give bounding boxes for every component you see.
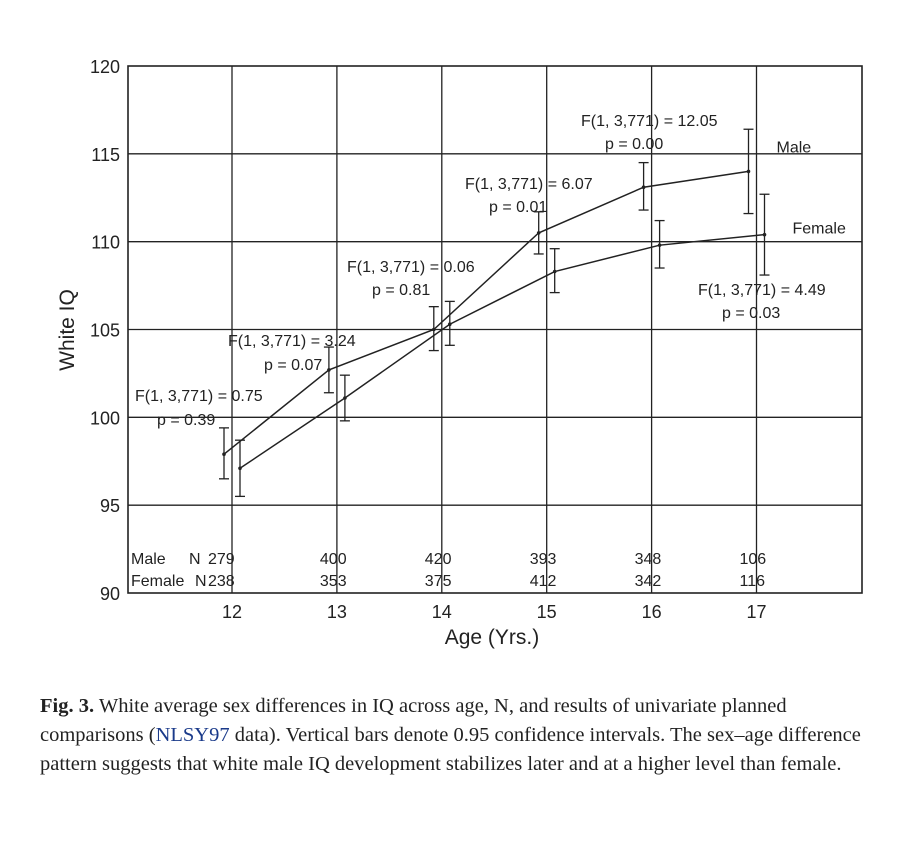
y-tick-label: 110 — [91, 233, 120, 253]
series-label-female: Female — [793, 221, 846, 238]
n-table-female-count: 238 — [208, 573, 235, 590]
n-table-female-count: 375 — [425, 573, 452, 590]
grid — [128, 66, 862, 593]
series-line-male — [223, 170, 749, 455]
n-table-female-count: 342 — [635, 573, 662, 590]
annotations: F(1, 3,771) = 0.75 p = 0.39 F(1, 3,771) = … — [135, 113, 826, 429]
n-table-n-label: N — [189, 551, 201, 568]
f-statistic-label: F(1, 3,771) = 4.49 — [698, 282, 826, 299]
data-point — [746, 169, 751, 174]
p-value-label: p = 0.01 — [489, 199, 547, 216]
x-axis-label: Age (Yrs.) — [445, 626, 540, 649]
data-point — [448, 322, 452, 327]
p-value-label: p = 0.07 — [264, 357, 322, 374]
data-point — [327, 368, 331, 372]
n-table-male-count: 106 — [740, 551, 767, 568]
caption-text-after: data). Vertical bars denote 0.95 confide… — [40, 724, 861, 775]
n-table-male-count: 279 — [208, 551, 235, 568]
n-table-male-count: 400 — [320, 551, 347, 568]
x-axis: 12 13 14 15 16 17 — [222, 602, 767, 622]
caption-dataset-link[interactable]: NLSY97 — [155, 724, 230, 746]
x-tick-label: 13 — [327, 602, 347, 622]
chart: 90 95 100 105 110 115 120 12 13 14 15 16 17 Male Fem… — [56, 57, 863, 649]
x-tick-label: 15 — [537, 602, 557, 622]
caption-figure-label: Fig. 3. — [40, 695, 95, 717]
f-statistic-label: F(1, 3,771) = 0.06 — [347, 259, 475, 276]
y-tick-label: 105 — [90, 321, 120, 341]
data-point — [552, 269, 557, 274]
n-table-female-count: 116 — [740, 573, 766, 590]
y-tick-label: 90 — [100, 584, 120, 604]
y-tick-label: 120 — [90, 57, 120, 77]
data-point — [762, 232, 767, 237]
data-point — [222, 452, 226, 457]
x-tick-label: 17 — [746, 602, 766, 622]
p-value-label: p = 0.00 — [605, 136, 663, 153]
data-point — [432, 327, 436, 332]
data-point — [641, 185, 646, 190]
plot-frame — [127, 65, 863, 594]
data-point — [238, 466, 242, 471]
figure-caption: Fig. 3. White average sex differences in… — [40, 692, 890, 779]
data-point — [536, 231, 541, 235]
n-table-male-label: Male — [131, 551, 166, 568]
n-table-male-count: 348 — [635, 551, 662, 568]
data-point — [657, 243, 662, 247]
p-value-label: p = 0.03 — [722, 305, 780, 322]
y-tick-label: 95 — [100, 496, 120, 516]
f-statistic-label: F(1, 3,771) = 6.07 — [465, 176, 593, 193]
p-value-label: p = 0.39 — [157, 412, 215, 429]
x-tick-label: 14 — [432, 602, 452, 622]
x-tick-label: 16 — [642, 602, 662, 622]
series-label-male: Male — [777, 139, 812, 156]
y-tick-label: 115 — [91, 145, 120, 165]
n-table-female-count: 353 — [320, 573, 347, 590]
series-line-female — [239, 233, 765, 469]
x-tick-label: 12 — [222, 602, 242, 622]
data-point — [343, 396, 347, 400]
f-statistic-label: F(1, 3,771) = 12.05 — [581, 113, 718, 130]
n-table-male-count: 393 — [530, 551, 557, 568]
n-table-female-label: Female — [131, 573, 184, 590]
p-value-label: p = 0.81 — [372, 282, 430, 299]
y-axis: 90 95 100 105 110 115 120 — [90, 57, 120, 604]
y-tick-label: 100 — [90, 408, 120, 428]
n-table-female-count: 412 — [530, 573, 557, 590]
n-table-n-label: N — [195, 573, 207, 590]
caption-text-before: White average sex differences in IQ acro… — [40, 695, 787, 746]
f-statistic-label: F(1, 3,771) = 3.24 — [228, 333, 356, 350]
y-axis-label: White IQ — [56, 289, 79, 371]
f-statistic-label: F(1, 3,771) = 0.75 — [135, 388, 263, 405]
series-group: Male Female — [219, 128, 846, 498]
n-table-male-count: 420 — [425, 551, 452, 568]
